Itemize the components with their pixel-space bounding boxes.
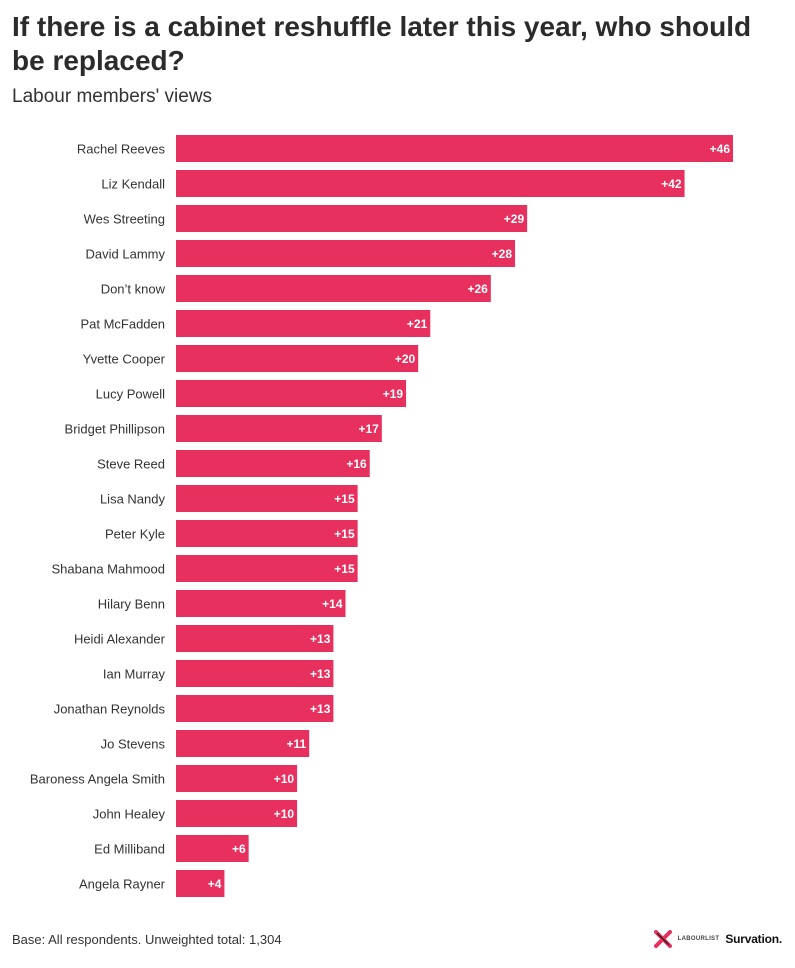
- bar: [176, 625, 334, 652]
- value-label: +10: [274, 807, 295, 821]
- category-label: Angela Rayner: [79, 877, 166, 892]
- value-label: +29: [504, 212, 525, 226]
- bar: [176, 520, 358, 547]
- category-label: Don’t know: [101, 282, 166, 297]
- bar: [176, 345, 419, 372]
- bar-chart: Rachel Reeves +46 Liz Kendall +42 Wes Street…: [30, 135, 733, 897]
- value-label: +15: [334, 492, 355, 506]
- category-label: Bridget Phillipson: [65, 422, 165, 437]
- bar: [176, 730, 310, 757]
- category-label: John Healey: [93, 807, 166, 822]
- category-label: Heidi Alexander: [74, 632, 166, 647]
- bar: [176, 380, 407, 407]
- chart-subtitle: Labour members' views: [12, 86, 213, 107]
- value-label: +15: [334, 527, 355, 541]
- value-label: +6: [232, 842, 246, 856]
- value-label: +15: [334, 562, 355, 576]
- bar: [176, 590, 346, 617]
- category-label: Lucy Powell: [96, 387, 165, 402]
- base-note: Base: All respondents. Unweighted total:…: [12, 932, 282, 947]
- bar: [176, 800, 298, 827]
- bar: [176, 205, 528, 232]
- value-label: +28: [492, 247, 513, 261]
- category-label: Baroness Angela Smith: [30, 772, 165, 787]
- bar: [176, 450, 370, 477]
- bar: [176, 275, 491, 302]
- bar: [176, 485, 358, 512]
- bar: [176, 660, 334, 687]
- value-label: +20: [395, 352, 416, 366]
- bar: [176, 135, 733, 162]
- survation-logo: Survation.: [725, 932, 782, 946]
- logos: LABOURLIST Survation.: [653, 930, 782, 948]
- bar: [176, 835, 249, 862]
- value-label: +13: [310, 667, 331, 681]
- category-label: Shabana Mahmood: [52, 562, 165, 577]
- bar: [176, 555, 358, 582]
- bar: [176, 765, 298, 792]
- value-label: +19: [383, 387, 404, 401]
- bar: [176, 310, 431, 337]
- chart-title: If there is a cabinet reshuffle later th…: [12, 11, 752, 76]
- category-label: Ian Murray: [103, 667, 166, 682]
- value-label: +4: [208, 877, 222, 891]
- value-label: +13: [310, 702, 331, 716]
- value-label: +11: [286, 737, 306, 751]
- value-label: +42: [661, 177, 682, 191]
- value-label: +16: [346, 457, 367, 471]
- category-label: David Lammy: [86, 247, 166, 262]
- category-label: Pat McFadden: [80, 317, 165, 332]
- category-label: Wes Streeting: [84, 212, 165, 227]
- category-label: Jonathan Reynolds: [54, 702, 166, 717]
- bar: [176, 240, 516, 267]
- bar: [176, 415, 382, 442]
- category-label: Steve Reed: [97, 457, 165, 472]
- category-label: Lisa Nandy: [100, 492, 166, 507]
- bar: [176, 170, 685, 197]
- labourlist-logo-text: LABOURLIST: [677, 936, 720, 942]
- value-label: +10: [274, 772, 295, 786]
- bar: [176, 695, 334, 722]
- value-label: +17: [358, 422, 379, 436]
- category-label: Jo Stevens: [101, 737, 166, 752]
- category-label: Ed Milliband: [94, 842, 165, 857]
- category-label: Peter Kyle: [105, 527, 165, 542]
- value-label: +26: [467, 282, 488, 296]
- value-label: +14: [322, 597, 343, 611]
- category-label: Rachel Reeves: [77, 142, 166, 157]
- category-label: Yvette Cooper: [83, 352, 166, 367]
- category-label: Hilary Benn: [98, 597, 165, 612]
- value-label: +46: [710, 142, 731, 156]
- bar: [176, 870, 225, 897]
- category-label: Liz Kendall: [101, 177, 165, 192]
- value-label: +21: [407, 317, 428, 331]
- labourlist-logo-icon: [653, 930, 672, 948]
- value-label: +13: [310, 632, 331, 646]
